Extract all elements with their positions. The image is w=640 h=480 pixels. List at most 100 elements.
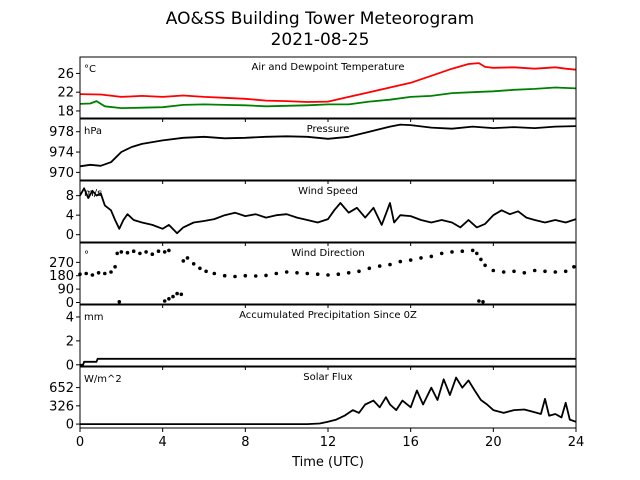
x-tick-label: 12 bbox=[320, 435, 337, 450]
data-point bbox=[346, 271, 351, 275]
y-tick-label: 0 bbox=[66, 418, 74, 433]
data-point bbox=[233, 274, 237, 279]
x-tick-label: 20 bbox=[485, 435, 502, 450]
y-tick-label: 4 bbox=[66, 310, 74, 325]
data-point bbox=[162, 250, 167, 254]
data-point bbox=[204, 269, 208, 274]
y-tick-label: 0 bbox=[66, 228, 74, 243]
data-point bbox=[96, 271, 101, 275]
data-point bbox=[532, 268, 537, 273]
data-point bbox=[295, 271, 299, 275]
x-tick-label: 4 bbox=[159, 435, 167, 450]
data-point bbox=[439, 251, 444, 256]
panel-unit-label: ° bbox=[84, 250, 89, 261]
series-line-1 bbox=[79, 123, 577, 168]
data-point bbox=[131, 249, 136, 253]
data-point bbox=[144, 250, 148, 254]
data-point bbox=[103, 271, 107, 276]
data-point bbox=[171, 294, 175, 299]
panel-unit-label: hPa bbox=[84, 126, 102, 137]
series-line-2 bbox=[79, 86, 577, 109]
data-point bbox=[483, 263, 487, 268]
y-tick-label: 26 bbox=[57, 67, 74, 82]
data-point bbox=[398, 259, 403, 264]
panel-3: 0 4 8 m/s Wind Speed bbox=[66, 180, 577, 246]
data-point bbox=[125, 250, 130, 255]
series-1 bbox=[78, 248, 576, 304]
data-point bbox=[305, 271, 310, 276]
series-line-1 bbox=[80, 357, 576, 366]
y-tick-label: 8 bbox=[66, 189, 74, 204]
y-tick-label: 18 bbox=[57, 104, 74, 119]
data-point bbox=[388, 262, 392, 267]
data-point bbox=[109, 270, 113, 274]
data-point bbox=[326, 273, 330, 277]
data-point bbox=[477, 299, 481, 303]
data-point bbox=[479, 257, 483, 262]
data-point bbox=[117, 300, 122, 304]
data-point bbox=[191, 262, 196, 266]
series-line-1 bbox=[79, 187, 577, 235]
panel-title: Solar Flux bbox=[303, 372, 353, 383]
data-point bbox=[150, 252, 155, 256]
x-tick-label: 8 bbox=[241, 435, 249, 450]
data-point bbox=[408, 258, 413, 262]
y-tick-label: 180 bbox=[49, 269, 74, 284]
data-point bbox=[138, 251, 142, 256]
data-point bbox=[162, 299, 167, 303]
data-point bbox=[198, 266, 202, 271]
data-point bbox=[475, 251, 479, 256]
data-point bbox=[284, 270, 289, 274]
data-point bbox=[429, 254, 434, 259]
panel-title: Wind Direction bbox=[291, 248, 365, 259]
data-point bbox=[185, 256, 190, 260]
data-point bbox=[419, 256, 423, 260]
data-point bbox=[460, 249, 465, 253]
panel-1: 18 22 26 °C Air and Dewpoint Temperature bbox=[57, 56, 577, 122]
data-point bbox=[90, 273, 95, 277]
x-tick-label: 16 bbox=[402, 435, 419, 450]
series-line-1 bbox=[80, 376, 577, 425]
figure-title-line2: 2021-08-25 bbox=[271, 30, 370, 50]
data-point bbox=[367, 266, 372, 271]
y-tick-label: 326 bbox=[49, 399, 74, 414]
data-point bbox=[175, 291, 179, 296]
figure-title-line1: AO&SS Building Tower Meteorogram bbox=[166, 9, 474, 29]
y-tick-label: 978 bbox=[49, 125, 74, 140]
panel-unit-label: °C bbox=[84, 64, 96, 75]
data-point bbox=[336, 272, 341, 277]
data-point bbox=[522, 271, 527, 275]
data-point bbox=[167, 297, 171, 301]
panel-title: Air and Dewpoint Temperature bbox=[252, 62, 405, 73]
data-point bbox=[253, 274, 258, 278]
x-tick-label: 0 bbox=[76, 435, 84, 450]
panel-unit-label: W/m^2 bbox=[84, 374, 122, 385]
data-point bbox=[572, 265, 576, 269]
data-point bbox=[315, 272, 320, 277]
data-point bbox=[222, 273, 227, 278]
panel-title: Pressure bbox=[307, 124, 350, 135]
data-point bbox=[563, 269, 568, 274]
panel-title: Accumulated Precipitation Since 0Z bbox=[239, 310, 417, 321]
x-tick-label: 24 bbox=[568, 435, 585, 450]
data-point bbox=[470, 248, 475, 253]
data-point bbox=[553, 270, 558, 274]
data-point bbox=[543, 269, 547, 274]
data-point bbox=[357, 269, 361, 274]
y-tick-label: 270 bbox=[49, 256, 74, 271]
data-point bbox=[501, 270, 506, 274]
y-tick-label: 974 bbox=[49, 146, 74, 161]
y-tick-label: 22 bbox=[57, 86, 74, 101]
y-tick-label: 0 bbox=[66, 296, 74, 311]
data-point bbox=[491, 268, 496, 273]
y-tick-label: 970 bbox=[49, 166, 74, 181]
data-point bbox=[243, 273, 248, 278]
panel-2: 970 974 978 hPa Pressure bbox=[49, 118, 577, 184]
y-tick-label: 4 bbox=[66, 209, 74, 224]
panel-title: Wind Speed bbox=[298, 186, 358, 197]
data-point bbox=[264, 273, 268, 278]
y-tick-label: 0 bbox=[66, 358, 74, 373]
x-axis-label: Time (UTC) bbox=[291, 455, 364, 470]
data-point bbox=[212, 271, 217, 276]
